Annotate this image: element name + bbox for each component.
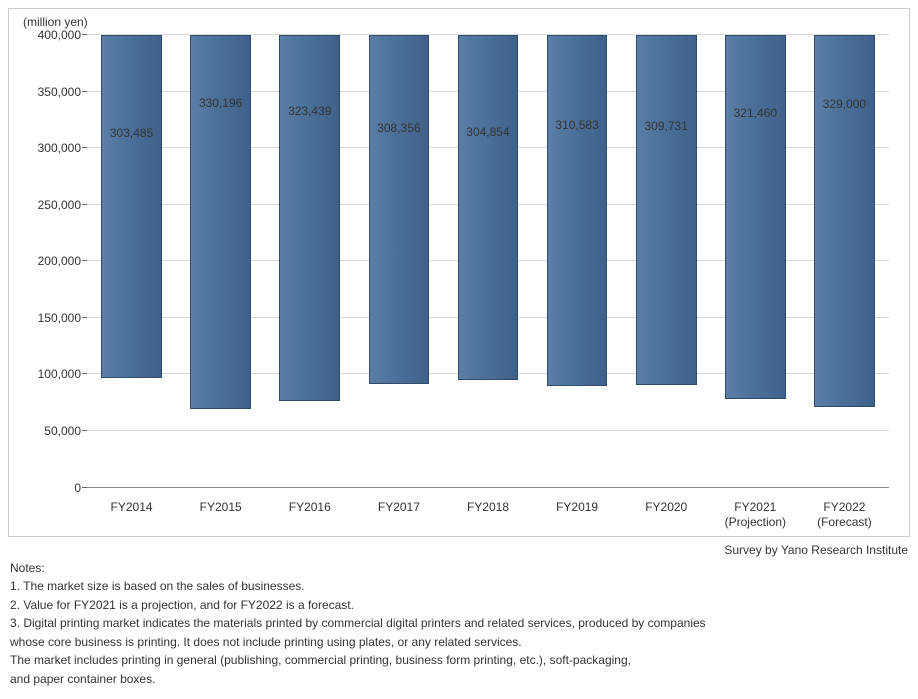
bar-slot: 304,854 <box>443 35 532 488</box>
x-axis-label-main: FY2018 <box>467 500 509 514</box>
bar-value-label: 308,356 <box>377 121 420 135</box>
y-tick-label: 250,000 <box>38 198 81 212</box>
plot-area: 050,000100,000150,000200,000250,000300,0… <box>87 35 889 488</box>
bar-value-label: 310,583 <box>555 118 598 132</box>
bar-slot: 310,583 <box>533 35 622 488</box>
x-axis-label-main: FY2021 <box>734 500 776 514</box>
x-axis-label: FY2020 <box>622 500 711 530</box>
y-tick-label: 0 <box>74 481 81 495</box>
bar <box>636 35 697 385</box>
bar <box>101 35 162 378</box>
x-axis-label: FY2019 <box>533 500 622 530</box>
bar-value-label: 330,196 <box>199 96 242 110</box>
bar <box>190 35 251 409</box>
chart-canvas: (million yen) 050,000100,000150,000200,0… <box>9 9 909 536</box>
x-axis-label-sub: (Forecast) <box>800 515 889 530</box>
y-tick-label: 400,000 <box>38 28 81 42</box>
bar-slot: 321,460 <box>711 35 800 488</box>
bar-value-label: 303,485 <box>110 126 153 140</box>
bar-slot: 330,196 <box>176 35 265 488</box>
x-axis-label-main: FY2019 <box>556 500 598 514</box>
bar <box>725 35 786 399</box>
bar-slot: 323,439 <box>265 35 354 488</box>
x-axis-label-main: FY2014 <box>111 500 153 514</box>
bar-value-label: 321,460 <box>734 106 777 120</box>
y-axis-unit-label: (million yen) <box>23 15 88 29</box>
x-axis-label-main: FY2022 <box>823 500 865 514</box>
notes-line: and paper container boxes. <box>10 670 910 689</box>
bar <box>279 35 340 401</box>
x-axis-label-main: FY2020 <box>645 500 687 514</box>
x-axis-label-main: FY2015 <box>200 500 242 514</box>
bar-slot: 309,731 <box>622 35 711 488</box>
x-axis-label-sub: (Projection) <box>711 515 800 530</box>
notes-line: whose core business is printing. It does… <box>10 633 910 652</box>
x-axis-label: FY2014 <box>87 500 176 530</box>
bar-value-label: 329,000 <box>823 97 866 111</box>
y-tick-label: 300,000 <box>38 141 81 155</box>
notes-line: The market includes printing in general … <box>10 651 910 670</box>
notes-block: Notes: 1. The market size is based on th… <box>10 559 910 689</box>
y-tick-label: 200,000 <box>38 254 81 268</box>
y-tick-label: 50,000 <box>44 424 81 438</box>
bar-value-label: 304,854 <box>466 125 509 139</box>
x-axis-label-main: FY2016 <box>289 500 331 514</box>
y-tick-label: 350,000 <box>38 85 81 99</box>
bar-slot: 308,356 <box>354 35 443 488</box>
chart-aspect-box: (million yen) 050,000100,000150,000200,0… <box>9 9 909 536</box>
chart-container: (million yen) 050,000100,000150,000200,0… <box>8 8 910 537</box>
x-axis-labels: FY2014 FY2015 FY2016 FY2017 FY2018 FY2019 FY20… <box>87 500 889 530</box>
bar-value-label: 323,439 <box>288 104 331 118</box>
notes-line: 3. Digital printing market indicates the… <box>10 614 910 633</box>
y-tick-label: 100,000 <box>38 367 81 381</box>
x-axis-label: FY2016 <box>265 500 354 530</box>
x-axis-label-main: FY2017 <box>378 500 420 514</box>
bar <box>458 35 519 380</box>
notes-line: 2. Value for FY2021 is a projection, and… <box>10 596 910 615</box>
y-tick-label: 150,000 <box>38 311 81 325</box>
bar <box>547 35 608 386</box>
x-axis-label: FY2022(Forecast) <box>800 500 889 530</box>
x-axis-label: FY2017 <box>354 500 443 530</box>
notes-line: 1. The market size is based on the sales… <box>10 577 910 596</box>
x-axis-label: FY2018 <box>443 500 532 530</box>
bar-slot: 329,000 <box>800 35 889 488</box>
bars-row: 303,485 330,196 323,439 308,356 304,854 310,5… <box>87 35 889 488</box>
survey-credit: Survey by Yano Research Institute <box>10 543 908 557</box>
bar-value-label: 309,731 <box>645 119 688 133</box>
notes-heading: Notes: <box>10 559 910 578</box>
bar-slot: 303,485 <box>87 35 176 488</box>
bar <box>369 35 430 384</box>
bar <box>814 35 875 407</box>
x-axis-label: FY2021(Projection) <box>711 500 800 530</box>
notes-lines: 1. The market size is based on the sales… <box>10 577 910 689</box>
x-axis-label: FY2015 <box>176 500 265 530</box>
